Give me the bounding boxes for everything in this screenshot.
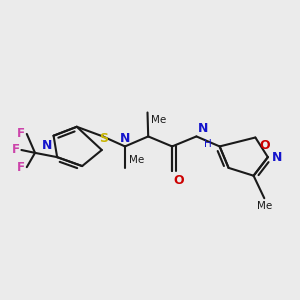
Text: F: F xyxy=(17,128,25,140)
Text: Me: Me xyxy=(129,155,144,165)
Text: N: N xyxy=(272,151,282,164)
Text: N: N xyxy=(120,132,130,145)
Text: N: N xyxy=(197,122,208,135)
Text: S: S xyxy=(99,132,108,145)
Text: N: N xyxy=(41,139,52,152)
Text: O: O xyxy=(173,174,184,187)
Text: F: F xyxy=(12,143,20,157)
Text: H: H xyxy=(204,139,212,149)
Text: Me: Me xyxy=(257,201,272,211)
Text: F: F xyxy=(17,160,25,174)
Text: Me: Me xyxy=(151,116,166,125)
Text: O: O xyxy=(259,139,270,152)
